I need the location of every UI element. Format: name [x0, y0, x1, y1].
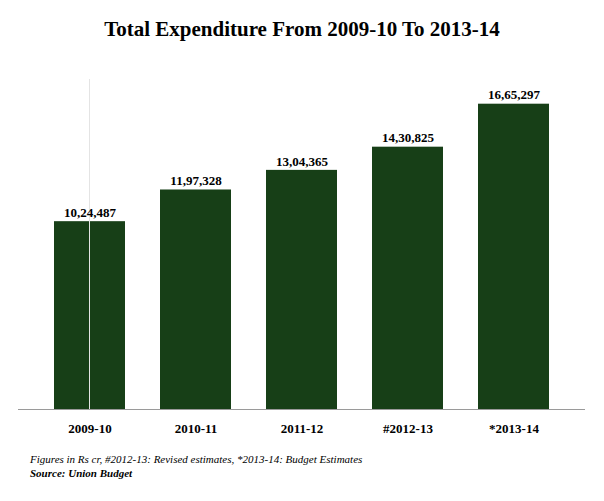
svg-text:16,65,297: 16,65,297	[488, 87, 541, 102]
html-text:Source: Union Budget: Source: Union Budget	[30, 467, 133, 479]
svg-text:2009-10: 2009-10	[68, 421, 111, 436]
svg-text:10,24,487: 10,24,487	[64, 205, 117, 220]
svg-text:#2012-13: #2012-13	[383, 421, 433, 436]
html-text:Figures in Rs cr, #2012-13: Re: Figures in Rs cr, #2012-13: Revised esti…	[30, 453, 363, 465]
svg-text:2010-11: 2010-11	[175, 421, 218, 436]
svg-text:11,97,328: 11,97,328	[170, 173, 222, 188]
svg-text:*2013-14: *2013-14	[489, 421, 539, 436]
html-text:Total Expenditure From 2009-10: Total Expenditure From 2009-10 To 2013-1…	[104, 17, 500, 41]
svg-text:2011-12: 2011-12	[281, 421, 324, 436]
svg-text:13,04,365: 13,04,365	[276, 154, 329, 169]
svg-text:14,30,825: 14,30,825	[382, 130, 435, 145]
